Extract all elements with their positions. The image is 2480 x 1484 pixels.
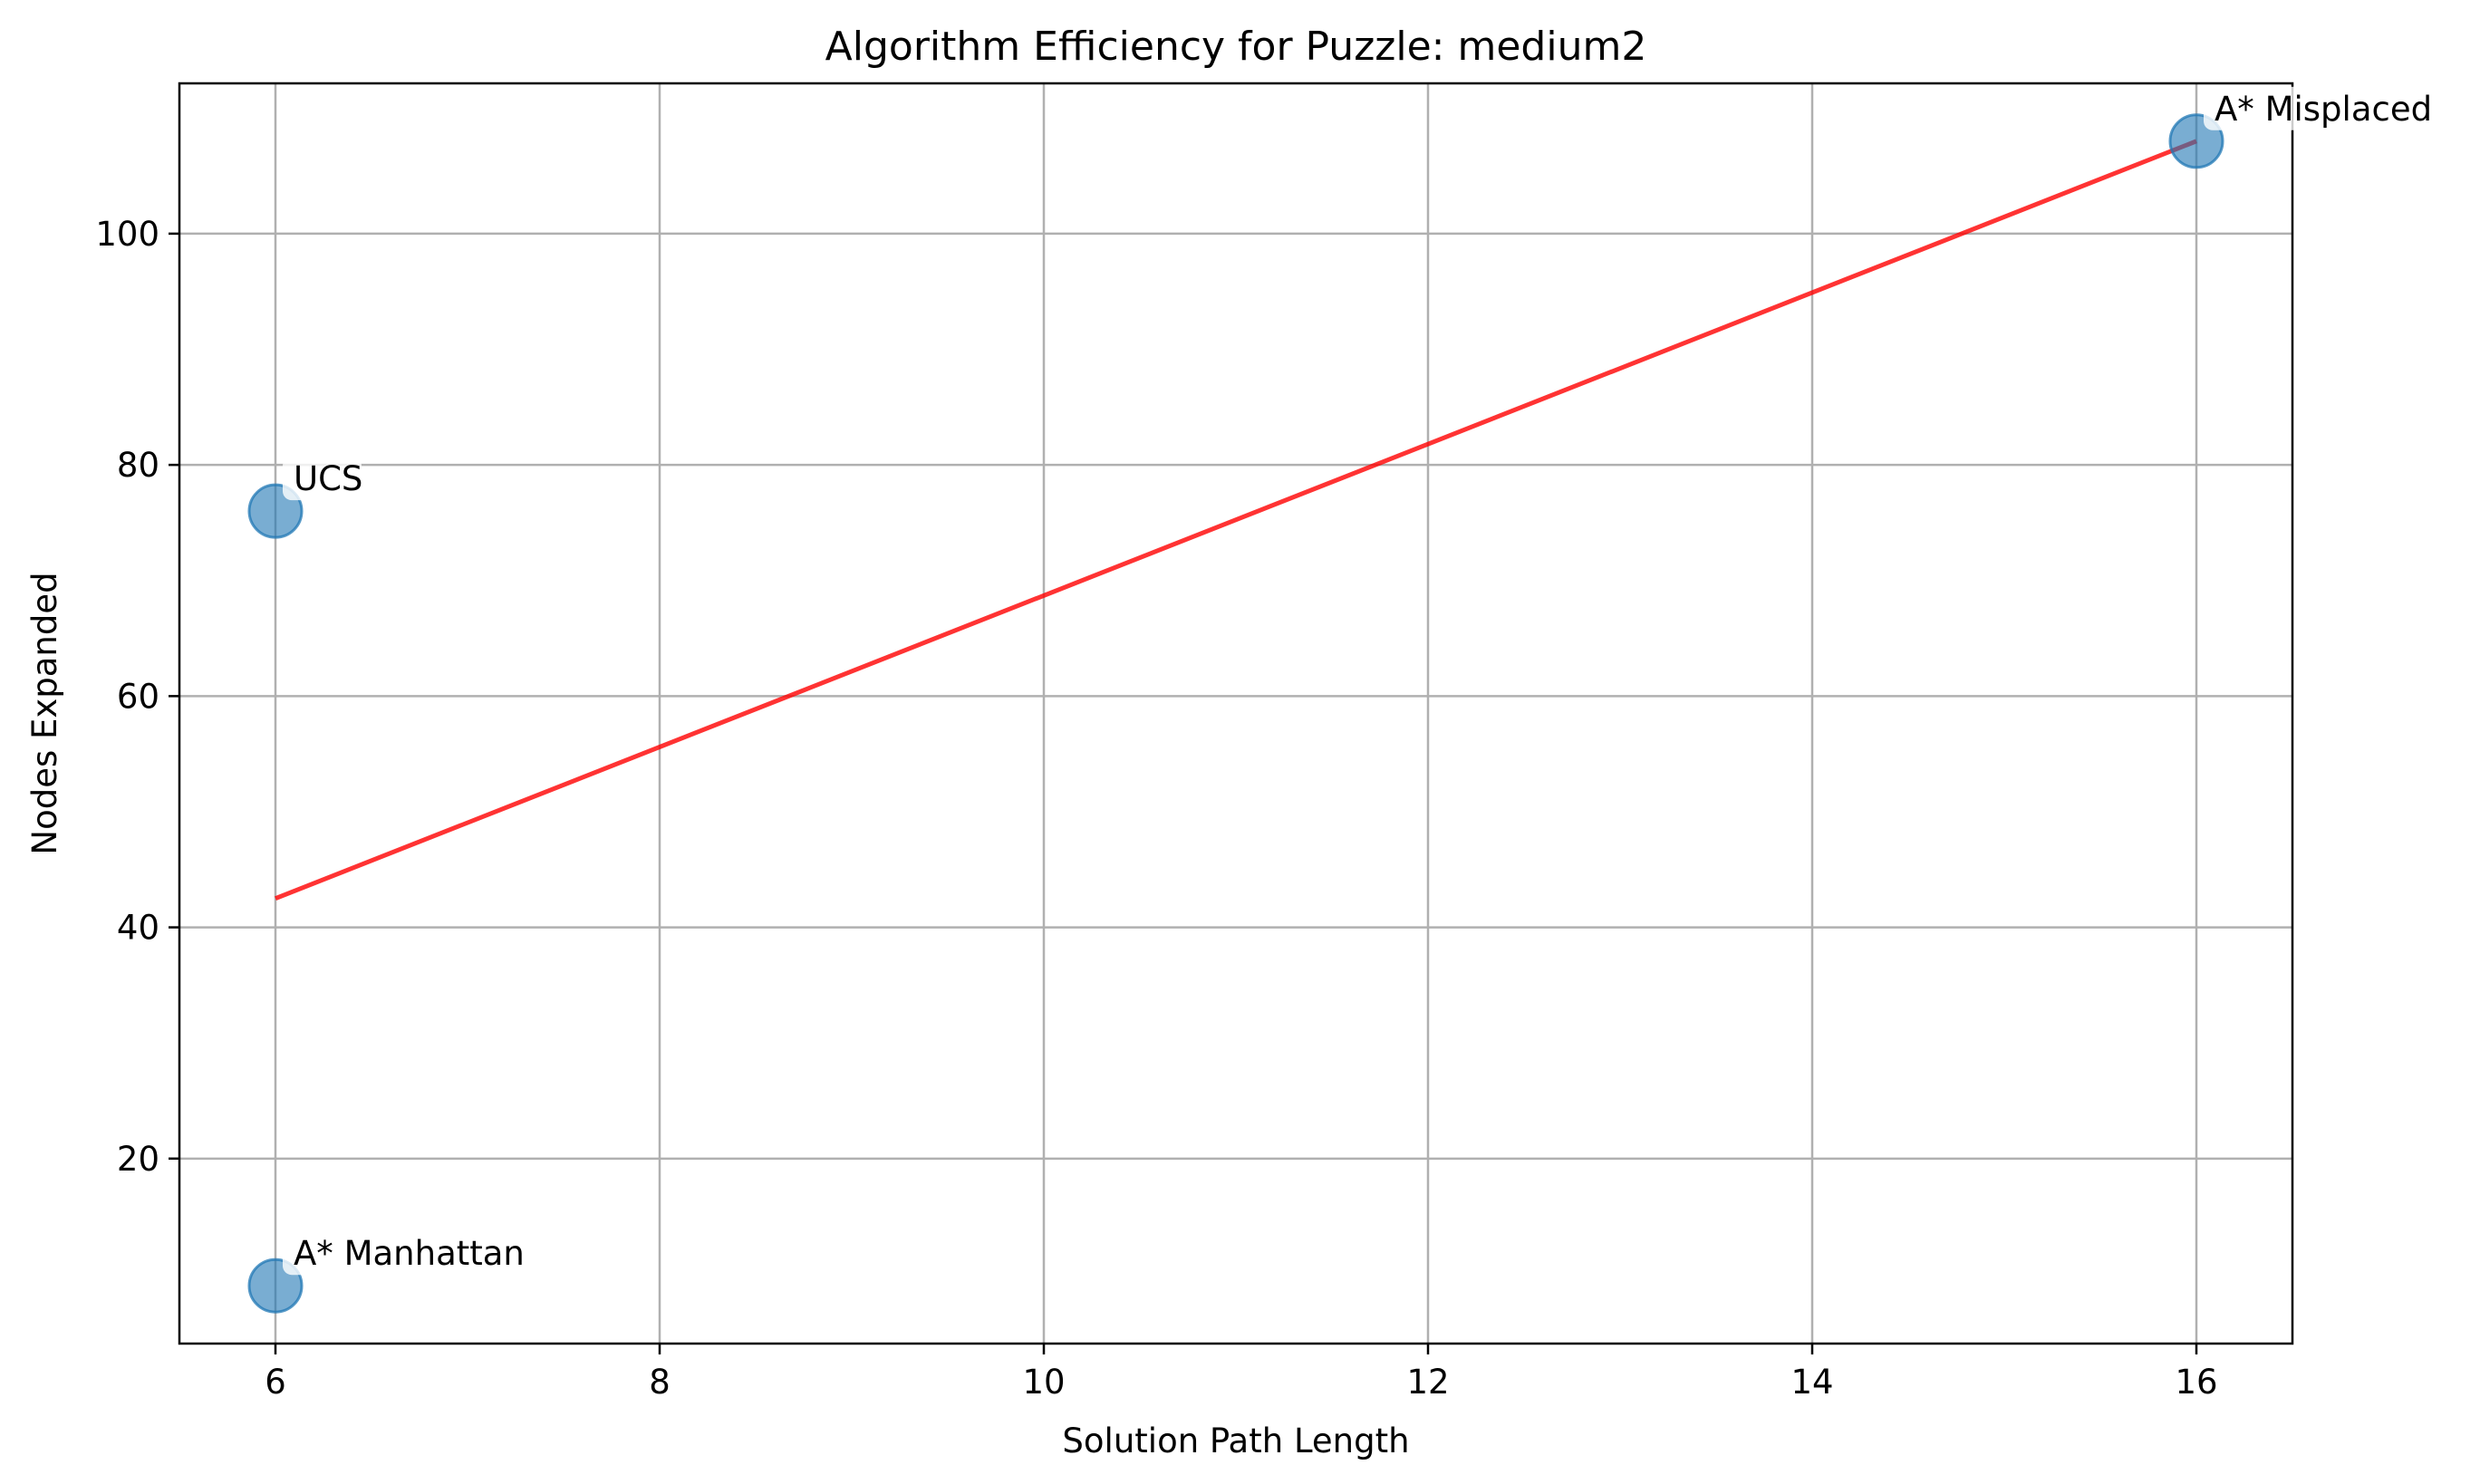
x-tick-label: 12	[1406, 1363, 1449, 1402]
x-axis-label: Solution Path Length	[1062, 1421, 1409, 1460]
y-tick-label: 80	[117, 446, 159, 485]
x-tick-label: 8	[649, 1363, 671, 1402]
grid	[179, 83, 2292, 1344]
y-axis-label: Nodes Expanded	[25, 572, 64, 854]
y-tick-label: 20	[117, 1140, 159, 1179]
point-labels: A* Misplaced UCS A* Manhattan	[283, 86, 2470, 1276]
ticks-layer: 6 8 10 12 14 16 20 40 60 80 100	[95, 215, 2217, 1402]
x-tick-label: 14	[1790, 1363, 1833, 1402]
point-label-box	[283, 457, 362, 501]
axes-frame	[178, 82, 2294, 1345]
chart-title: Algorithm Efficiency for Puzzle: medium2	[825, 24, 1647, 70]
point-label-box	[2204, 86, 2470, 130]
x-tick-label: 10	[1022, 1363, 1065, 1402]
point-label: UCS	[294, 459, 362, 498]
point-label: A* Misplaced	[2215, 90, 2432, 129]
trendline-layer	[275, 139, 2197, 901]
y-tick-label: 40	[117, 909, 159, 948]
trendline	[275, 139, 2197, 901]
x-tick-label: 16	[2175, 1363, 2217, 1402]
y-tick-label: 60	[117, 677, 159, 716]
point-label: A* Manhattan	[294, 1234, 525, 1273]
point-label-box	[283, 1231, 549, 1276]
x-tick-label: 6	[265, 1363, 286, 1402]
y-tick-label: 100	[95, 215, 159, 254]
